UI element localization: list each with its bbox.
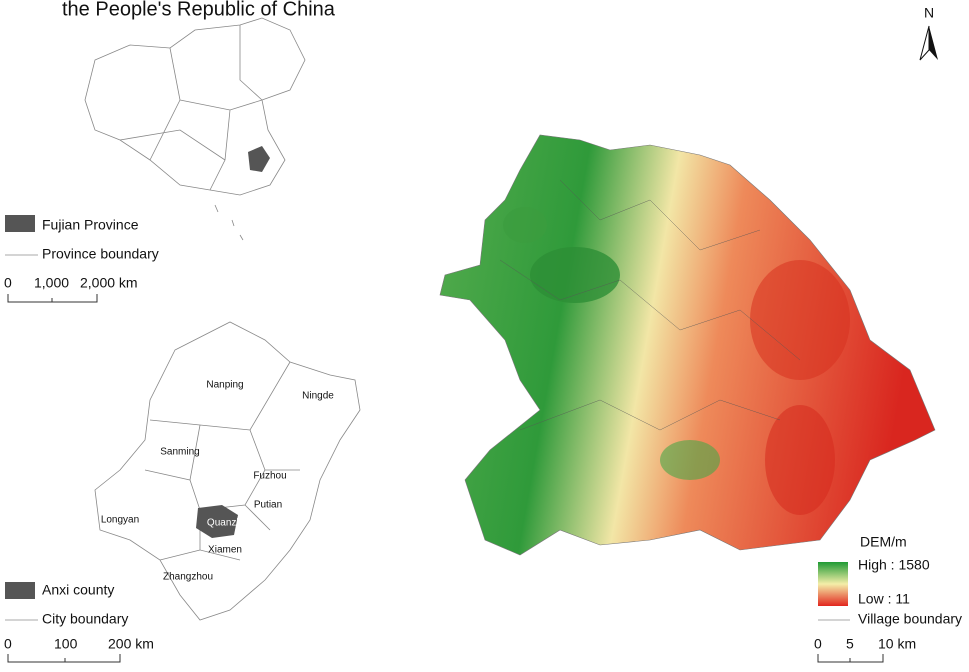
- scale-label: 0: [814, 636, 822, 652]
- anxi-highlight: [196, 505, 238, 538]
- city-label: Longyan: [101, 515, 139, 526]
- city-label: Nanping: [206, 380, 243, 391]
- city-label: Sanming: [160, 447, 199, 458]
- legend-label: Fujian Province: [42, 217, 139, 233]
- legend-label: Province boundary: [42, 246, 159, 262]
- dem-legend-label: Low : 11: [858, 591, 910, 607]
- dem-legend-title: DEM/m: [860, 534, 907, 550]
- legend-label: Village boundary: [858, 611, 962, 627]
- legend-swatch: [5, 582, 35, 599]
- china-map: [84, 17, 306, 241]
- scale-label: 0: [4, 636, 12, 652]
- city-label: Putian: [254, 500, 282, 511]
- scale-bar: [7, 294, 98, 303]
- dem-map: [439, 134, 936, 556]
- city-label: Quanzhou: [207, 518, 253, 529]
- scale-label: 5: [846, 636, 854, 652]
- scale-label: 100: [54, 636, 78, 652]
- fujian-highlight: [248, 146, 270, 172]
- north-label: N: [924, 5, 934, 21]
- city-label: Xiamen: [208, 545, 242, 556]
- scale-label: 1,000: [34, 275, 69, 291]
- scale-label: 10 km: [878, 636, 916, 652]
- north-arrow: [929, 26, 938, 60]
- scale-label: 200 km: [108, 636, 154, 652]
- dem-legend-label: High : 1580: [858, 557, 930, 573]
- north-arrow: [919, 25, 930, 61]
- legend-label: City boundary: [42, 611, 128, 627]
- title: the People's Republic of China: [62, 0, 336, 20]
- legend-label: Anxi county: [42, 582, 114, 598]
- dem-legend-ramp: [818, 562, 848, 606]
- city-label: Zhangzhou: [163, 572, 213, 583]
- scale-bar: [817, 654, 884, 663]
- scale-label: 2,000 km: [80, 275, 138, 291]
- fujian-map: [94, 321, 361, 621]
- scale-label: 0: [4, 275, 12, 291]
- city-label: Fuzhou: [253, 471, 286, 482]
- scale-bar: [7, 654, 121, 663]
- legend-swatch: [5, 215, 35, 232]
- city-label: Ningde: [302, 391, 334, 402]
